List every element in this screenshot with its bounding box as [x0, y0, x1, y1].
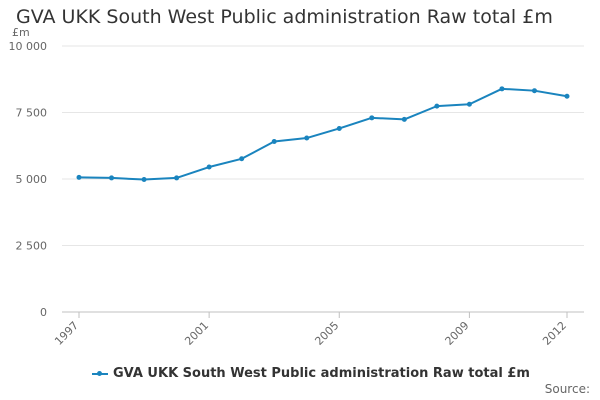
data-point [401, 116, 407, 122]
data-point [466, 101, 472, 107]
x-tick-label: 2001 [182, 319, 211, 348]
legend[interactable]: GVA UKK South West Public administration… [92, 366, 530, 381]
data-point [141, 177, 147, 183]
data-point [109, 175, 115, 181]
data-point [336, 125, 342, 131]
data-point [531, 88, 537, 94]
data-point [206, 164, 212, 170]
data-point [174, 175, 180, 181]
legend-swatch [92, 370, 108, 376]
legend-label: GVA UKK South West Public administration… [113, 366, 530, 381]
x-tick-label: 1997 [52, 319, 81, 348]
y-tick-label: 0 [40, 306, 47, 319]
data-point [434, 103, 440, 109]
series-line [78, 87, 568, 181]
data-point [369, 115, 375, 121]
x-tick-label: 2005 [312, 319, 341, 348]
y-tick-label: 5 000 [16, 173, 48, 186]
data-point [239, 156, 245, 162]
y-tick-label: 2 500 [16, 240, 48, 253]
y-axis-label: £m [12, 26, 30, 39]
chart-title: GVA UKK South West Public administration… [16, 6, 553, 28]
data-point [564, 93, 570, 99]
y-tick-label: 7 500 [16, 107, 48, 120]
x-tick-label: 2009 [443, 319, 472, 348]
data-point [499, 86, 505, 92]
y-tick-label: 10 000 [9, 40, 48, 53]
x-tick-label: 2012 [540, 319, 569, 348]
data-point [271, 138, 277, 144]
source-label: Source: [544, 382, 590, 396]
data-point [76, 174, 82, 180]
data-point [304, 135, 310, 141]
